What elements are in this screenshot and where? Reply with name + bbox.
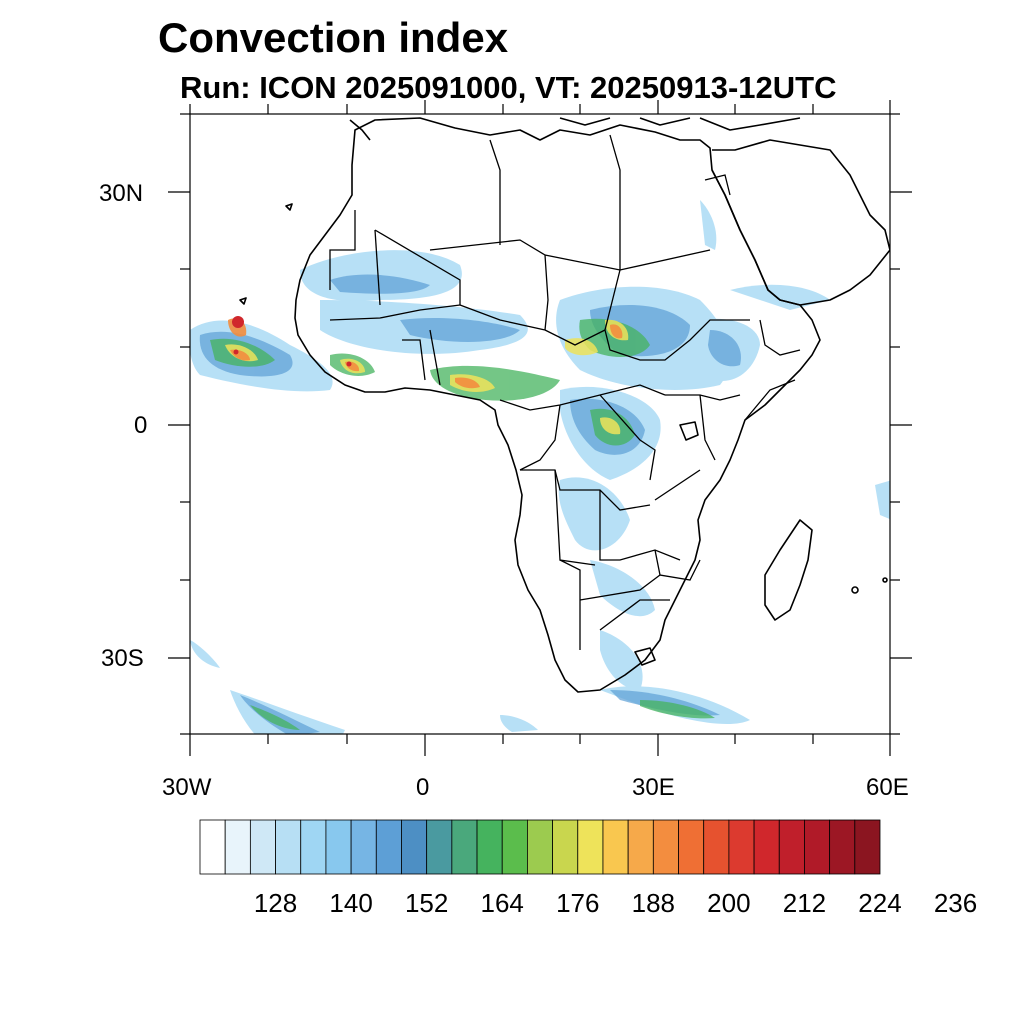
lon-label-60e: 60E: [866, 774, 909, 801]
colorbar-tick-label: 152: [404, 888, 449, 918]
map-subtitle: Run: ICON 2025091000, VT: 20250913-12UTC: [180, 70, 837, 105]
colorbar-tick-label: 176: [556, 888, 600, 918]
convection-field: [190, 200, 890, 734]
country-borders: [329, 134, 801, 650]
lat-label-0: 0: [134, 412, 148, 439]
lat-label-30n: 30N: [99, 180, 144, 207]
axis-ticks: [168, 100, 912, 756]
coastlines: [239, 117, 890, 693]
colorbar-tick-label: 140: [329, 888, 373, 918]
colorbar-tick-label: 236: [933, 888, 978, 918]
colorbar-tick-label: 164: [480, 888, 524, 918]
colorbar-tick-label: 224: [858, 888, 902, 918]
lon-label-30e: 30E: [632, 774, 675, 801]
plot-frame: [189, 113, 891, 735]
lon-label-30w: 30W: [162, 774, 212, 801]
map-title: Convection index: [158, 14, 509, 61]
colorbar-tick-label: 128: [253, 888, 298, 918]
colorbar-tick-label: 188: [631, 888, 676, 918]
colorbar-tick-label: 212: [782, 888, 827, 918]
lat-label-30s: 30S: [101, 645, 144, 672]
colorbar-tick-label: 200: [707, 888, 751, 918]
lon-label-0: 0: [416, 774, 430, 801]
